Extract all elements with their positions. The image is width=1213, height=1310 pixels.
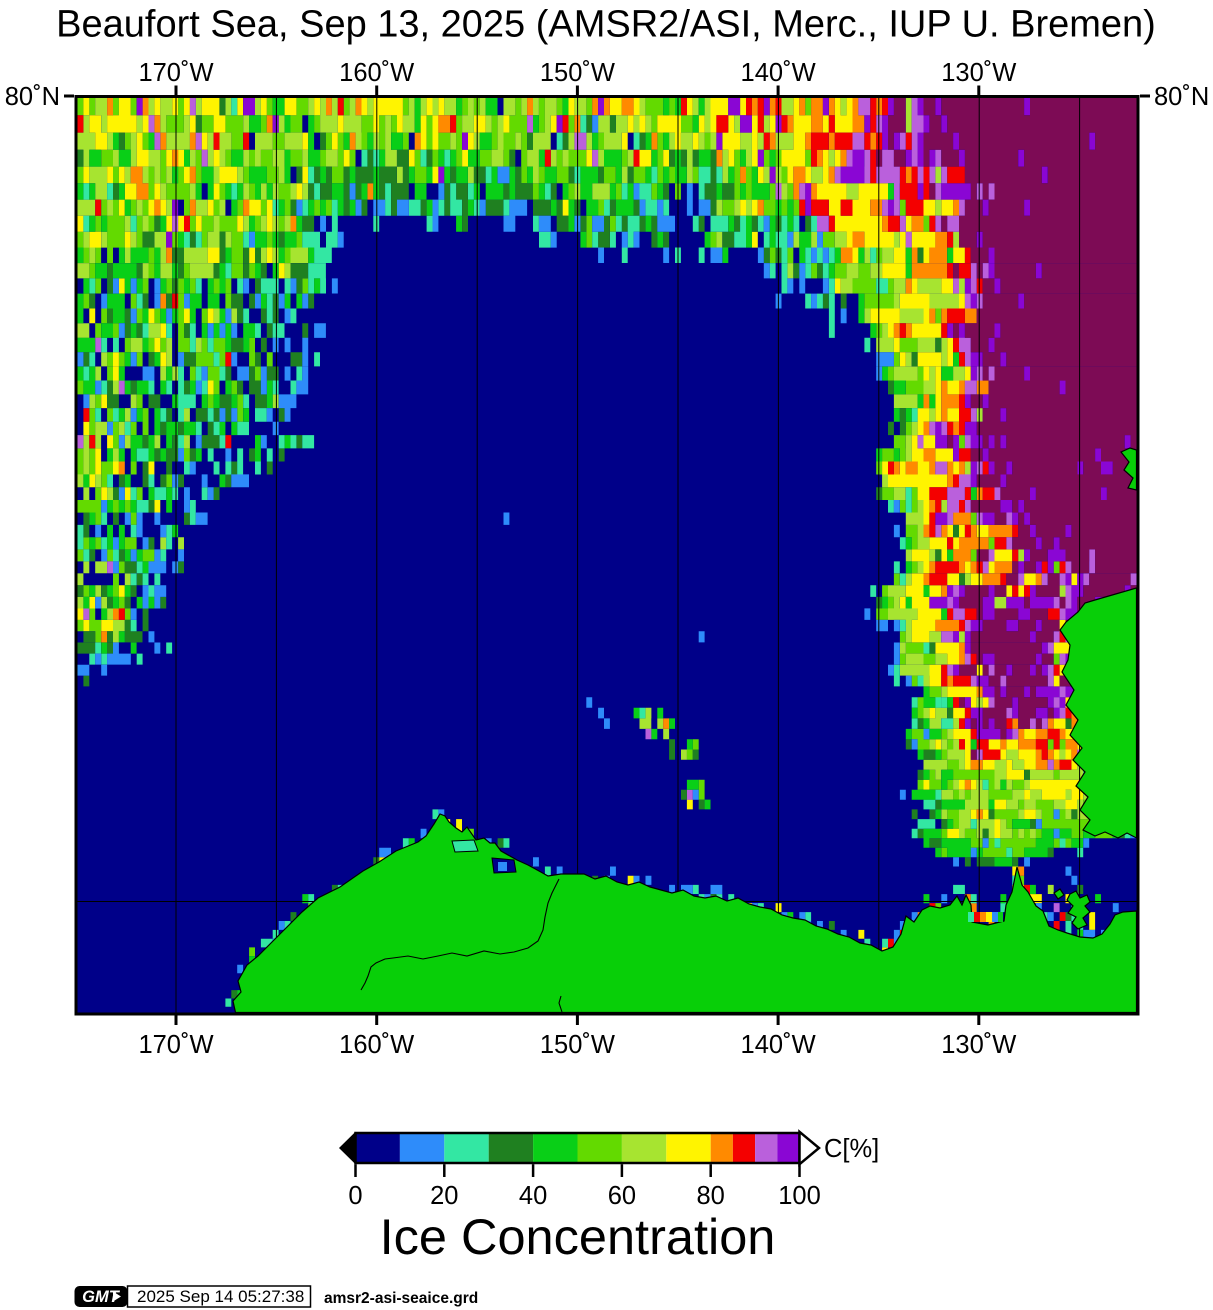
svg-text:60: 60 [608, 1182, 636, 1210]
svg-text:amsr2-asi-seaice.grd: amsr2-asi-seaice.grd [324, 1290, 478, 1307]
svg-text:130˚W: 130˚W [941, 59, 1016, 87]
svg-text:140˚W: 140˚W [741, 59, 816, 87]
svg-text:170˚W: 170˚W [138, 59, 213, 87]
svg-text:GMT: GMT [82, 1288, 121, 1306]
svg-text:150˚W: 150˚W [540, 59, 615, 87]
svg-text:C[%]: C[%] [824, 1135, 879, 1163]
svg-text:80˚N: 80˚N [1154, 83, 1209, 111]
svg-text:Ice Concentration: Ice Concentration [380, 1208, 776, 1265]
svg-text:40: 40 [519, 1182, 547, 1210]
svg-text:Beaufort Sea, Sep 13, 2025 (AM: Beaufort Sea, Sep 13, 2025 (AMSR2/ASI, M… [56, 4, 1156, 46]
svg-text:150˚W: 150˚W [540, 1031, 615, 1059]
svg-text:80˚N: 80˚N [5, 83, 60, 111]
svg-text:100: 100 [778, 1182, 821, 1210]
svg-text:20: 20 [430, 1182, 458, 1210]
svg-text:80: 80 [697, 1182, 725, 1210]
svg-text:160˚W: 160˚W [339, 59, 414, 87]
svg-text:140˚W: 140˚W [741, 1031, 816, 1059]
svg-text:2025 Sep 14 05:27:38: 2025 Sep 14 05:27:38 [137, 1287, 304, 1306]
svg-text:130˚W: 130˚W [941, 1031, 1016, 1059]
svg-text:170˚W: 170˚W [138, 1031, 213, 1059]
svg-text:0: 0 [348, 1182, 362, 1210]
svg-text:160˚W: 160˚W [339, 1031, 414, 1059]
